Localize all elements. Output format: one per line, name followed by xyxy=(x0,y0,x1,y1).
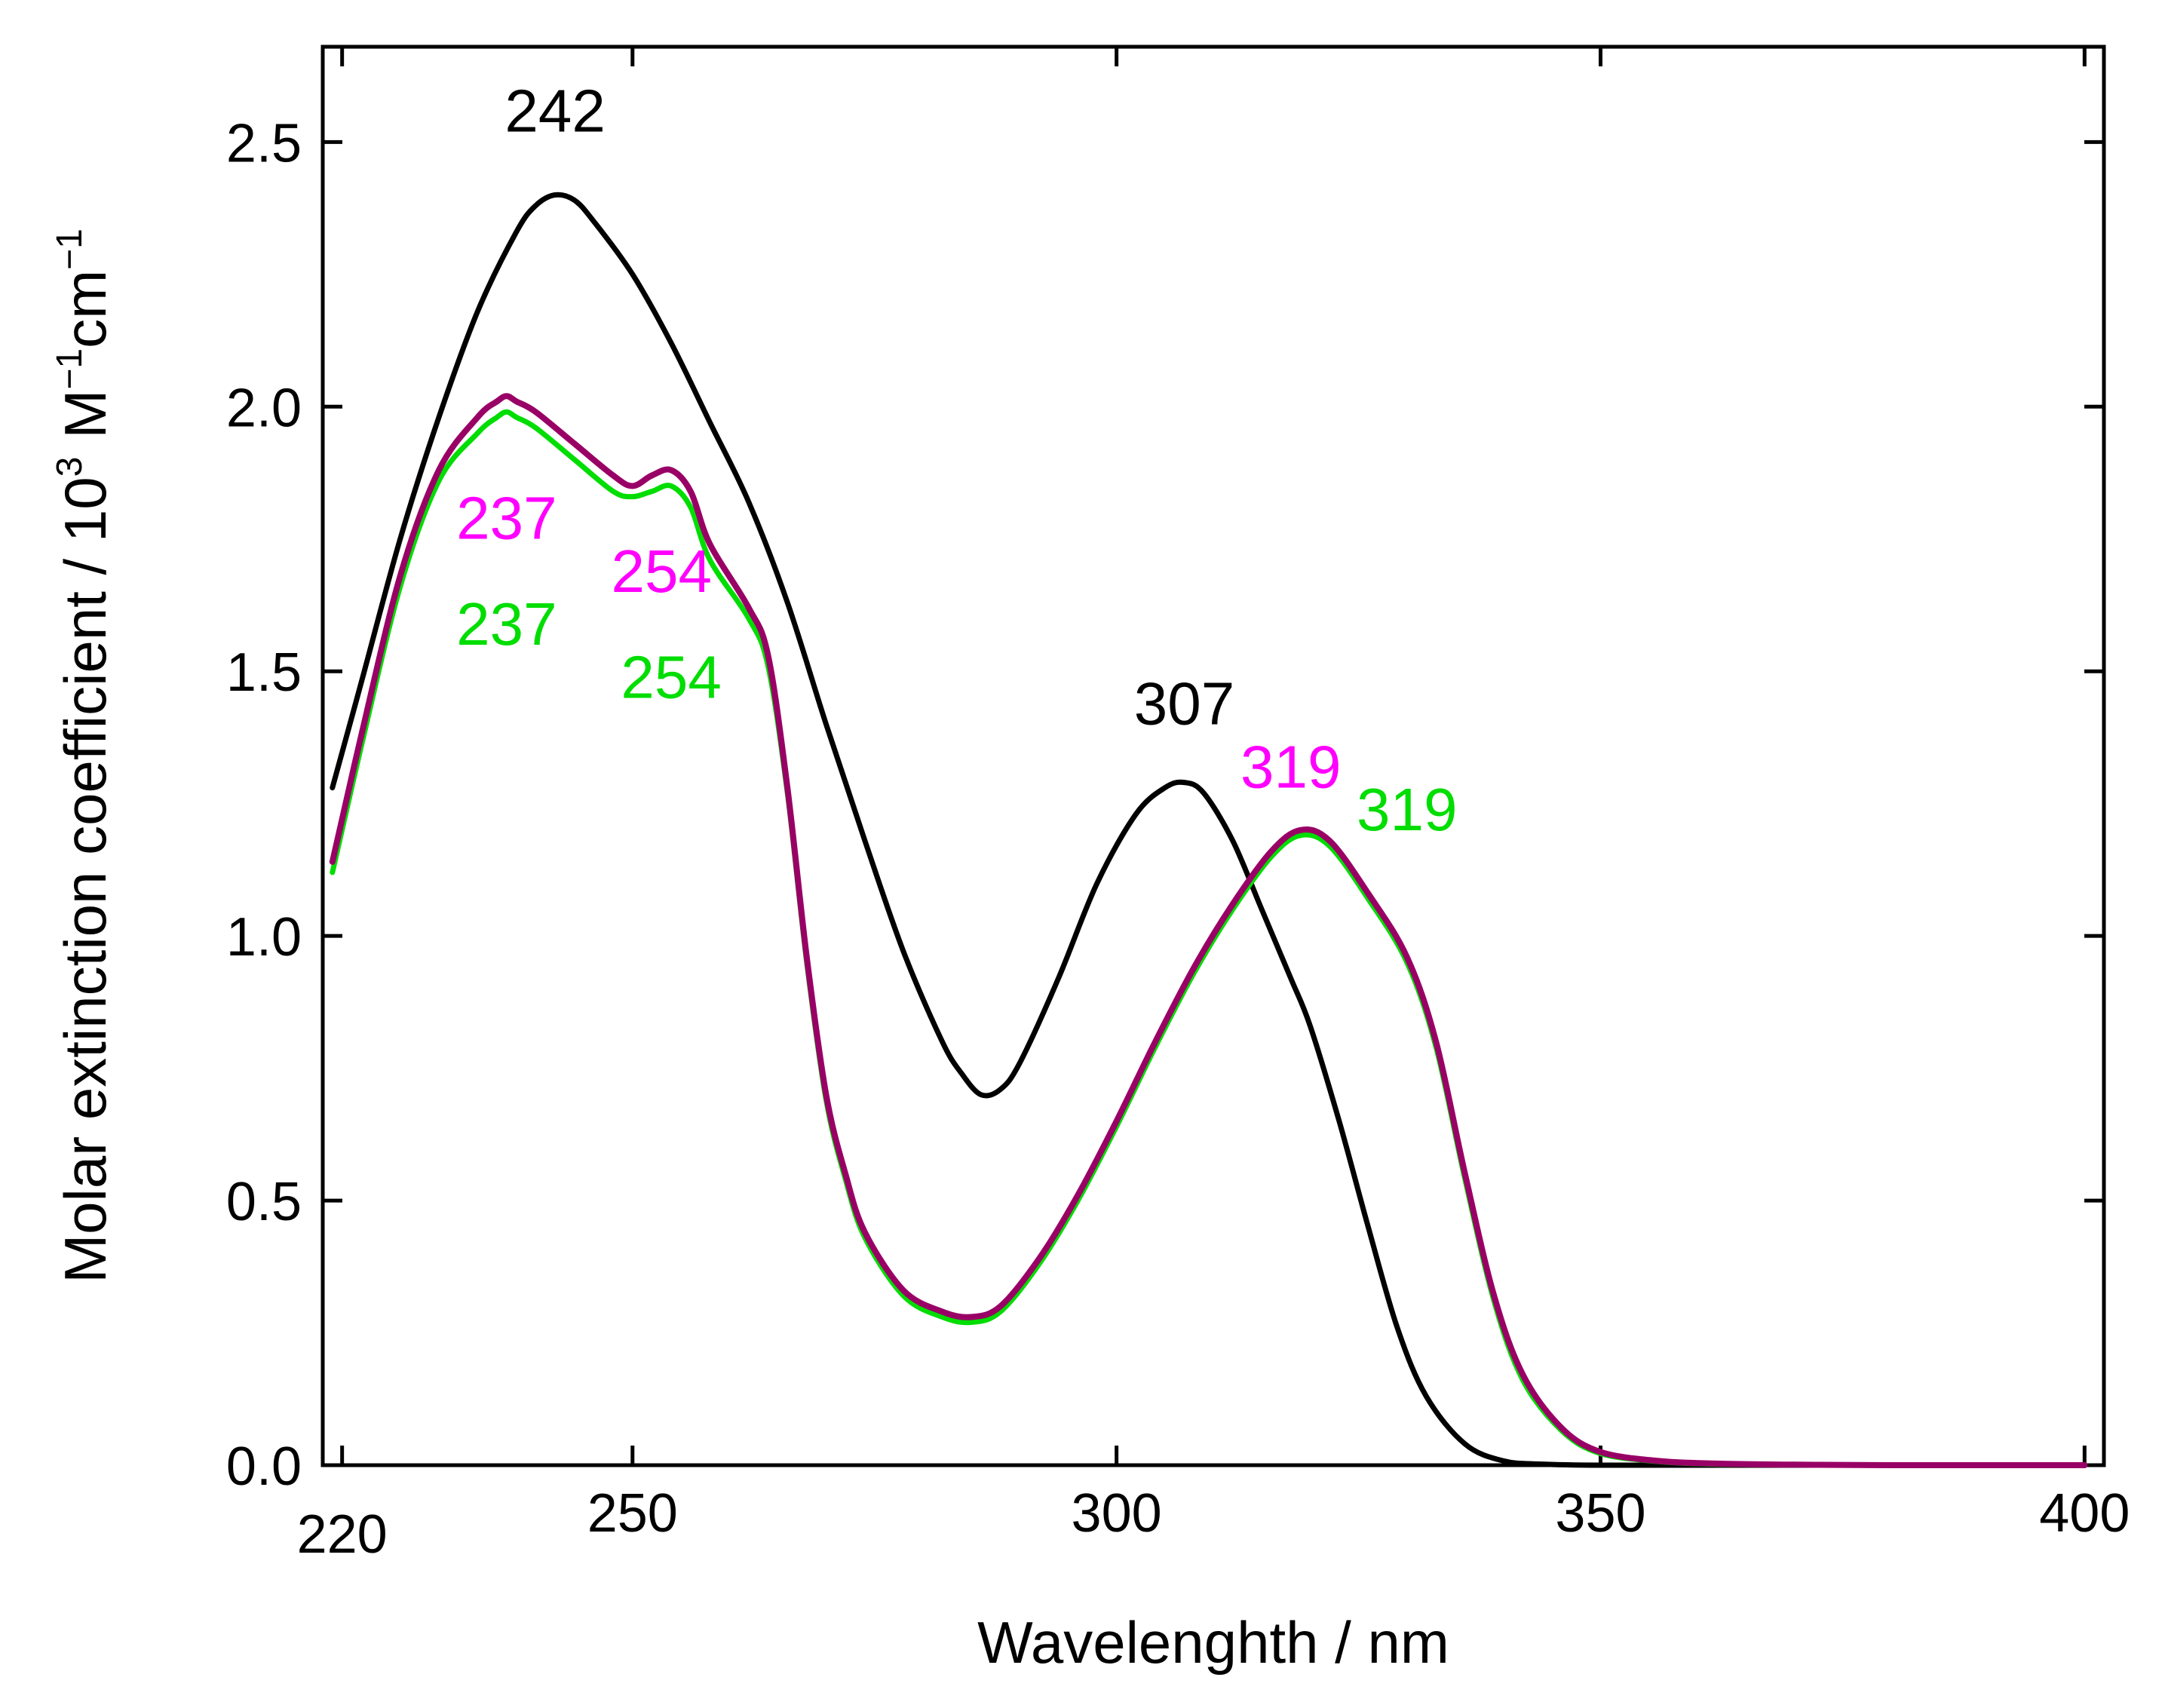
peak-label-2: 237 xyxy=(456,485,557,552)
plot-frame xyxy=(320,44,2106,1467)
y-axis-title-exp1: 3 xyxy=(50,457,90,477)
peak-label-3: 254 xyxy=(612,538,712,605)
y-tick-label-4: 2.0 xyxy=(226,378,302,438)
x-tick-label-4: 400 xyxy=(2039,1483,2130,1544)
series-lines xyxy=(329,192,2088,1469)
y-axis-title: Molar extinction coefficient / 103M−1cm−… xyxy=(50,228,118,1283)
plot-border xyxy=(320,44,2106,1467)
x-tick-label-3: 350 xyxy=(1555,1483,1645,1544)
peak-label-4: 319 xyxy=(1240,734,1341,801)
x-tick-labels: 220 250 300 350 400 xyxy=(297,1483,2130,1565)
peak-label-5: 237 xyxy=(456,590,557,658)
y-axis-title-unit: cm xyxy=(52,270,118,348)
peak-label-1: 307 xyxy=(1134,670,1234,737)
y-tick-label-1: 0.5 xyxy=(226,1172,302,1232)
y-tick-label-3: 1.5 xyxy=(226,642,302,703)
y-axis-title-exp3: −1 xyxy=(50,228,90,270)
y-tick-label-0: 0.0 xyxy=(226,1437,302,1497)
y-axis-title-exp2: −1 xyxy=(50,348,90,390)
y-tick-label-5: 2.5 xyxy=(226,113,302,173)
y-axis-title-mid: M xyxy=(52,390,118,439)
y-tick-label-2: 1.0 xyxy=(226,907,302,967)
peak-label-0: 242 xyxy=(504,77,605,144)
series-line-magenta xyxy=(329,393,2088,1469)
peak-annotations: 242 307 237 254 319 237 254 319 xyxy=(456,77,1457,842)
series-line-black xyxy=(330,192,2087,1468)
peak-label-6: 254 xyxy=(621,643,721,710)
peak-label-7: 319 xyxy=(1357,776,1457,843)
y-axis-title-prefix: Molar extinction coefficient / 10 xyxy=(52,477,118,1283)
x-tick-label-0: 220 xyxy=(297,1504,388,1565)
y-tick-labels: 0.0 0.5 1.0 1.5 2.0 2.5 xyxy=(226,113,302,1497)
x-tick-label-1: 250 xyxy=(587,1483,678,1544)
x-axis-title: Wavelenghth / nm xyxy=(977,1609,1449,1676)
x-tick-label-2: 300 xyxy=(1072,1483,1162,1544)
axis-ticks xyxy=(323,47,2104,1467)
